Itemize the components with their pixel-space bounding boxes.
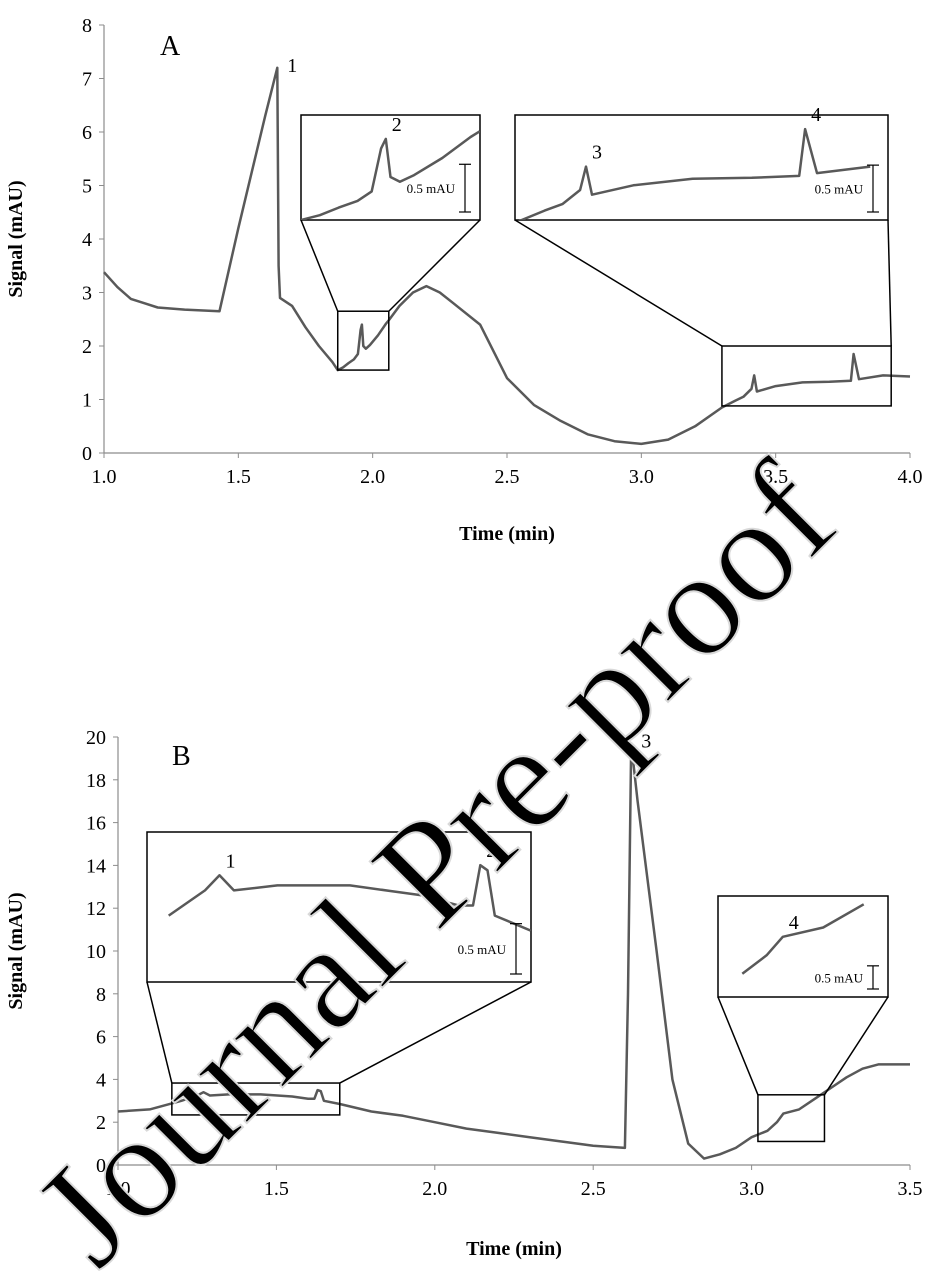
inset-trace [518, 127, 871, 220]
connector [514, 219, 723, 347]
peak-label: 1 [225, 850, 235, 872]
x-tick-label: 2.0 [422, 1178, 447, 1200]
x-tick-label: 2.5 [581, 1178, 606, 1200]
peak-label: 1 [287, 55, 297, 77]
panel-label: B [172, 741, 191, 772]
x-tick-label: 1.5 [264, 1178, 289, 1200]
zoom-box [757, 1094, 826, 1143]
inset-box [514, 114, 889, 221]
y-tick-label: 3 [82, 283, 92, 305]
y-axis-title: Signal (mAU) [5, 892, 27, 1009]
peak-label: 4 [789, 912, 799, 934]
x-axis-title: Time (min) [459, 523, 555, 545]
peak-label: 2 [486, 840, 496, 862]
y-tick-label: 10 [86, 941, 106, 963]
y-axis-title: Signal (mAU) [5, 180, 27, 297]
x-tick-label: 3.0 [739, 1178, 764, 1200]
y-tick-label: 0 [82, 443, 92, 465]
inset-trace [741, 903, 865, 975]
peak-label: 3 [641, 730, 651, 752]
y-tick-label: 6 [82, 122, 92, 144]
peak-label: 2 [392, 114, 402, 136]
y-tick-label: 6 [96, 1027, 106, 1049]
y-tick-label: 12 [86, 898, 106, 920]
x-tick-label: 1.0 [92, 466, 117, 488]
inset-box [146, 831, 532, 983]
signal-trace [117, 742, 910, 1160]
scale-bar-label: 0.5 mAU [458, 942, 507, 957]
y-tick-label: 7 [82, 69, 92, 91]
x-tick-label: 1.5 [226, 466, 251, 488]
x-tick-label: 2.5 [495, 466, 520, 488]
scale-bar-label: 0.5 mAU [815, 970, 864, 985]
x-axis-title: Time (min) [466, 1238, 562, 1260]
x-tick-label: 3.5 [898, 1178, 923, 1200]
x-tick-label: 3.5 [763, 466, 788, 488]
y-tick-label: 5 [82, 176, 92, 198]
peak-label: 3 [592, 142, 602, 164]
y-tick-label: 4 [96, 1069, 106, 1091]
zoom-box [336, 310, 390, 371]
x-tick-label: 2.0 [360, 466, 385, 488]
y-tick-label: 18 [86, 770, 106, 792]
peak-label: 4 [811, 104, 821, 126]
y-tick-label: 2 [96, 1112, 106, 1134]
y-tick-label: 1 [82, 390, 92, 412]
x-tick-label: 4.0 [898, 466, 923, 488]
scale-bar-label: 0.5 mAU [407, 181, 456, 196]
connector [823, 996, 889, 1096]
connector [887, 219, 892, 347]
y-tick-label: 0 [96, 1155, 106, 1177]
zoom-box [171, 1082, 341, 1116]
inset-trace [301, 130, 480, 220]
panel-label: A [160, 31, 181, 62]
y-tick-label: 16 [86, 813, 106, 835]
x-tick-label: 1.0 [106, 1178, 131, 1200]
inset-trace [167, 863, 531, 932]
zoom-box [721, 345, 892, 407]
y-tick-label: 20 [86, 727, 106, 749]
y-tick-label: 2 [82, 336, 92, 358]
y-tick-label: 14 [86, 855, 106, 877]
scale-bar-label: 0.5 mAU [815, 182, 864, 197]
y-tick-label: 8 [82, 15, 92, 37]
connector [146, 981, 173, 1084]
connector [300, 219, 339, 312]
x-tick-label: 3.0 [629, 466, 654, 488]
y-tick-label: 8 [96, 984, 106, 1006]
inset-box [717, 895, 889, 998]
y-tick-label: 4 [82, 229, 92, 251]
connector [388, 219, 481, 312]
connector [717, 996, 759, 1096]
connector [339, 981, 532, 1084]
